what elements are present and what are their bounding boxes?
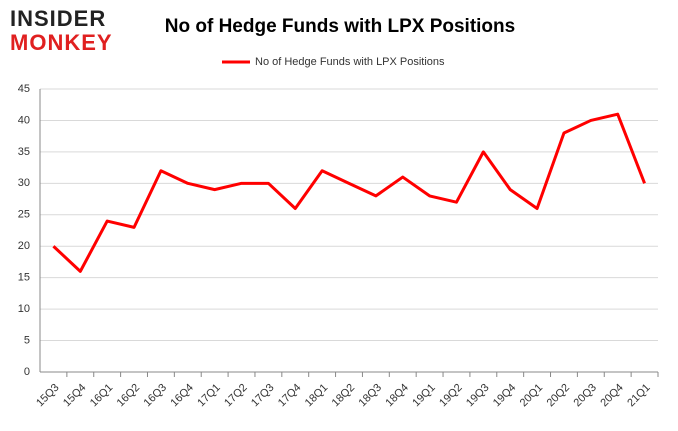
x-tick-label: 19Q3 (464, 382, 492, 410)
x-tick-label: 19Q4 (491, 382, 519, 410)
x-tick-label: 15Q3 (34, 382, 62, 410)
x-tick-label: 18Q3 (357, 382, 385, 410)
chart-title: No of Hedge Funds with LPX Positions (165, 16, 515, 37)
y-tick-label: 15 (18, 272, 30, 284)
x-tick-label: 16Q4 (168, 382, 196, 410)
x-tick-label: 15Q4 (61, 382, 89, 410)
logo-text: MONKEY (10, 30, 113, 55)
x-tick-label: 16Q1 (88, 382, 116, 410)
x-tick-label: 17Q1 (195, 382, 223, 410)
x-tick-label: 20Q2 (545, 382, 573, 410)
y-tick-label: 10 (18, 303, 30, 315)
x-tick-label: 18Q1 (303, 382, 331, 410)
y-tick-label: 30 (18, 177, 30, 189)
y-tick-label: 5 (24, 334, 30, 346)
x-tick-label: 17Q4 (276, 382, 304, 410)
x-tick-label: 18Q4 (383, 382, 411, 410)
x-tick-label: 19Q2 (437, 382, 465, 410)
x-tick-label: 16Q3 (142, 382, 170, 410)
x-tick-label: 17Q2 (222, 382, 250, 410)
x-tick-label: 20Q4 (598, 382, 626, 410)
x-tick-label: 20Q3 (571, 382, 599, 410)
data-line (52, 112, 646, 273)
y-tick-label: 25 (18, 209, 30, 221)
x-tick-label: 20Q1 (518, 382, 546, 410)
y-tick-label: 35 (18, 146, 30, 158)
y-tick-label: 40 (18, 114, 30, 126)
x-tick-label: 19Q1 (410, 382, 438, 410)
legend-label: No of Hedge Funds with LPX Positions (255, 56, 445, 68)
y-tick-label: 45 (18, 83, 30, 95)
y-tick-label: 0 (24, 366, 30, 378)
x-tick-label: 16Q2 (115, 382, 143, 410)
y-tick-label: 20 (18, 240, 30, 252)
x-tick-label: 21Q1 (625, 382, 653, 410)
x-tick-label: 17Q3 (249, 382, 277, 410)
x-tick-label: 18Q2 (330, 382, 358, 410)
logo-text: INSIDER (10, 6, 106, 31)
